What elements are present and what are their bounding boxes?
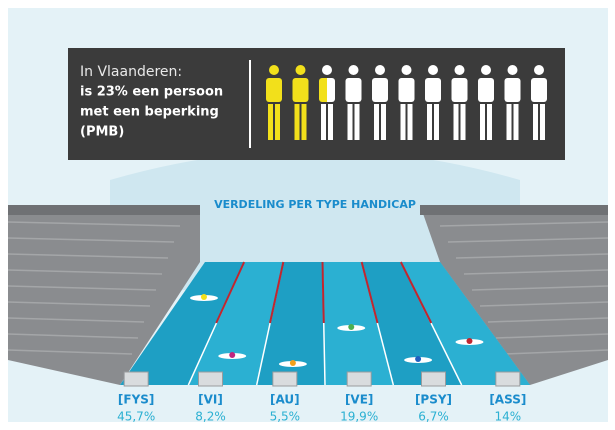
person-leg [427, 104, 432, 140]
person-leg [355, 104, 360, 140]
person-head [269, 65, 279, 75]
person-body [266, 78, 282, 102]
starting-block [347, 372, 371, 386]
title: VERDELING PER TYPE HANDICAP [214, 198, 416, 211]
starting-block [273, 372, 297, 386]
person-body [346, 78, 362, 102]
person-body [505, 78, 521, 102]
person-body [531, 78, 547, 102]
lane-label: [VE] [345, 393, 373, 407]
person-body [452, 78, 468, 102]
person-head [349, 65, 359, 75]
lane-label: [AU] [270, 393, 300, 407]
lane-value: 14% [494, 410, 521, 424]
person-body [293, 78, 309, 102]
person-body [319, 78, 335, 102]
swimmer-cap [466, 338, 472, 344]
starting-block [199, 372, 223, 386]
person-leg [480, 104, 485, 140]
person-leg [374, 104, 379, 140]
person-leg [408, 104, 413, 140]
person-leg [434, 104, 439, 140]
page: In Vlaanderen: is 23% een persoon met ee… [0, 0, 615, 430]
person-head [428, 65, 438, 75]
person-head [296, 65, 306, 75]
lane-value: 6,7% [418, 410, 449, 424]
swimmer-cap [348, 324, 354, 330]
person-leg [533, 104, 538, 140]
person-leg [295, 104, 300, 140]
starting-block [422, 372, 446, 386]
lane-rope-red [323, 262, 324, 323]
person-leg [514, 104, 519, 140]
right-stand-edge [420, 205, 608, 215]
lane-value: 8,2% [195, 410, 226, 424]
person-leg [401, 104, 406, 140]
header-line: In Vlaanderen: [80, 64, 182, 80]
starting-block [124, 372, 148, 386]
swimmer-cap [415, 356, 421, 362]
header-line: met een beperking [80, 105, 219, 120]
starting-block [496, 372, 520, 386]
lane-value: 5,5% [270, 410, 301, 424]
person-body [478, 78, 494, 102]
header-line: (PMB) [80, 125, 124, 140]
person-leg [540, 104, 545, 140]
lane-value: 45,7% [117, 410, 155, 424]
header-line: is 23% een persoon [80, 85, 223, 100]
person-head [402, 65, 412, 75]
lane-label: [FYS] [118, 393, 155, 407]
swimmer-cap [290, 360, 296, 366]
person-leg [348, 104, 353, 140]
person-head [375, 65, 385, 75]
lane-label: [PSY] [415, 393, 452, 407]
left-stand-edge [8, 205, 200, 215]
person-leg [487, 104, 492, 140]
lane-value: 19,9% [340, 410, 378, 424]
person-head [322, 65, 332, 75]
person-leg [381, 104, 386, 140]
swimmer-cap [229, 352, 235, 358]
person-head [481, 65, 491, 75]
person-leg [454, 104, 459, 140]
person-body [425, 78, 441, 102]
person-leg [328, 104, 333, 140]
person-leg [275, 104, 280, 140]
person-head [534, 65, 544, 75]
person-leg [461, 104, 466, 140]
lane-label: [VI] [198, 393, 223, 407]
person-leg [321, 104, 326, 140]
swimmer-cap [201, 294, 207, 300]
lane-label: [ASS] [489, 393, 526, 407]
person-body [399, 78, 415, 102]
person-leg [507, 104, 512, 140]
person-leg [268, 104, 273, 140]
person-leg [302, 104, 307, 140]
person-head [508, 65, 518, 75]
person-body [372, 78, 388, 102]
infographic: In Vlaanderen: is 23% een persoon met ee… [0, 0, 615, 430]
person-head [455, 65, 465, 75]
